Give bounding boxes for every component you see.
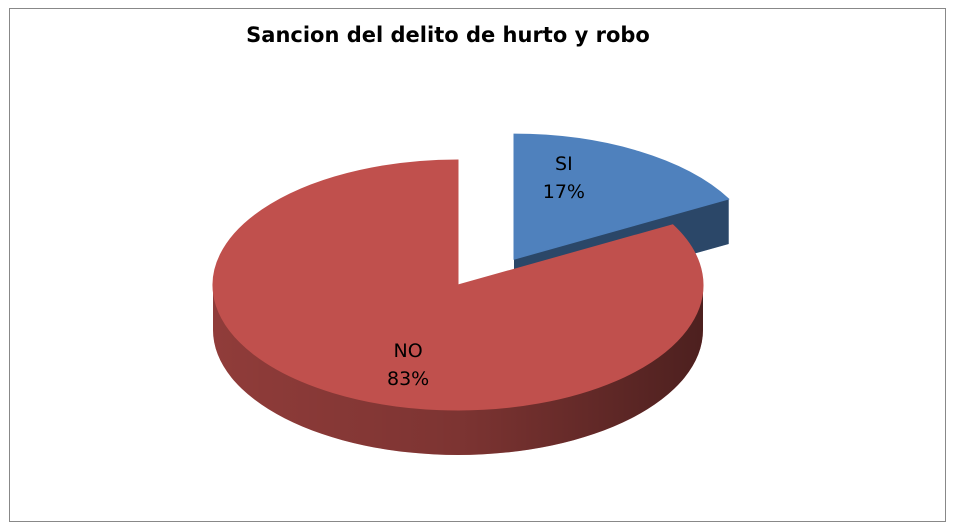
slice [212, 159, 704, 411]
slice [513, 133, 730, 260]
slice-value-label: 83% [387, 368, 429, 390]
slice-value-label: 17% [543, 181, 585, 203]
chart-title: Sancion del delito de hurto y robo [246, 23, 650, 47]
slice-label: SI [555, 153, 573, 175]
slice-label: NO [394, 340, 423, 362]
slice-wall-shade [213, 285, 703, 455]
